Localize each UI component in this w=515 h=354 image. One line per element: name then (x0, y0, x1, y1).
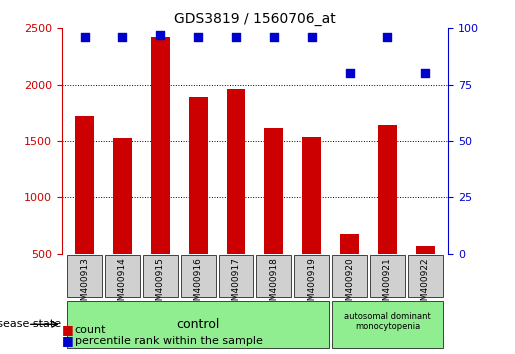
Text: disease state: disease state (0, 319, 61, 329)
Point (80, 34, 89, 40)
FancyBboxPatch shape (294, 255, 329, 297)
Text: percentile rank within the sample: percentile rank within the sample (75, 336, 263, 346)
Bar (302, 137, 321, 310)
Point (307, 34, 316, 40)
Point (156, 32, 164, 38)
Text: ■: ■ (62, 334, 74, 347)
Point (118, 34, 127, 40)
Point (421, 70, 430, 76)
Text: GSM400915: GSM400915 (156, 257, 165, 312)
Bar (340, 234, 359, 310)
FancyBboxPatch shape (408, 255, 443, 297)
FancyBboxPatch shape (67, 301, 329, 348)
Text: count: count (75, 325, 106, 335)
Text: control: control (177, 318, 220, 331)
FancyBboxPatch shape (332, 301, 443, 348)
Bar (378, 125, 397, 310)
Text: GSM400914: GSM400914 (118, 257, 127, 312)
Bar (416, 246, 435, 310)
Bar (188, 97, 208, 310)
Text: GSM400922: GSM400922 (421, 257, 430, 312)
Text: GSM400916: GSM400916 (194, 257, 202, 312)
FancyBboxPatch shape (105, 255, 140, 297)
Text: GSM400920: GSM400920 (345, 257, 354, 312)
FancyBboxPatch shape (332, 255, 367, 297)
Text: GSM400919: GSM400919 (307, 257, 316, 312)
FancyBboxPatch shape (256, 255, 291, 297)
FancyBboxPatch shape (218, 255, 253, 297)
FancyBboxPatch shape (181, 255, 216, 297)
Text: GSM400918: GSM400918 (269, 257, 279, 312)
Bar (75, 116, 94, 310)
Bar (113, 138, 132, 310)
Point (383, 34, 391, 40)
Bar (151, 37, 170, 310)
FancyBboxPatch shape (67, 255, 102, 297)
Point (232, 34, 240, 40)
Point (270, 34, 278, 40)
Text: GSM400917: GSM400917 (231, 257, 241, 312)
Text: GSM400921: GSM400921 (383, 257, 392, 312)
FancyBboxPatch shape (370, 255, 405, 297)
Point (346, 70, 354, 76)
FancyBboxPatch shape (143, 255, 178, 297)
Bar (264, 127, 283, 310)
Point (194, 34, 202, 40)
Text: ■: ■ (62, 324, 74, 336)
Title: GDS3819 / 1560706_at: GDS3819 / 1560706_at (174, 12, 336, 26)
Bar (227, 89, 246, 310)
Text: autosomal dominant
monocytopenia: autosomal dominant monocytopenia (344, 312, 431, 331)
Text: GSM400913: GSM400913 (80, 257, 89, 312)
